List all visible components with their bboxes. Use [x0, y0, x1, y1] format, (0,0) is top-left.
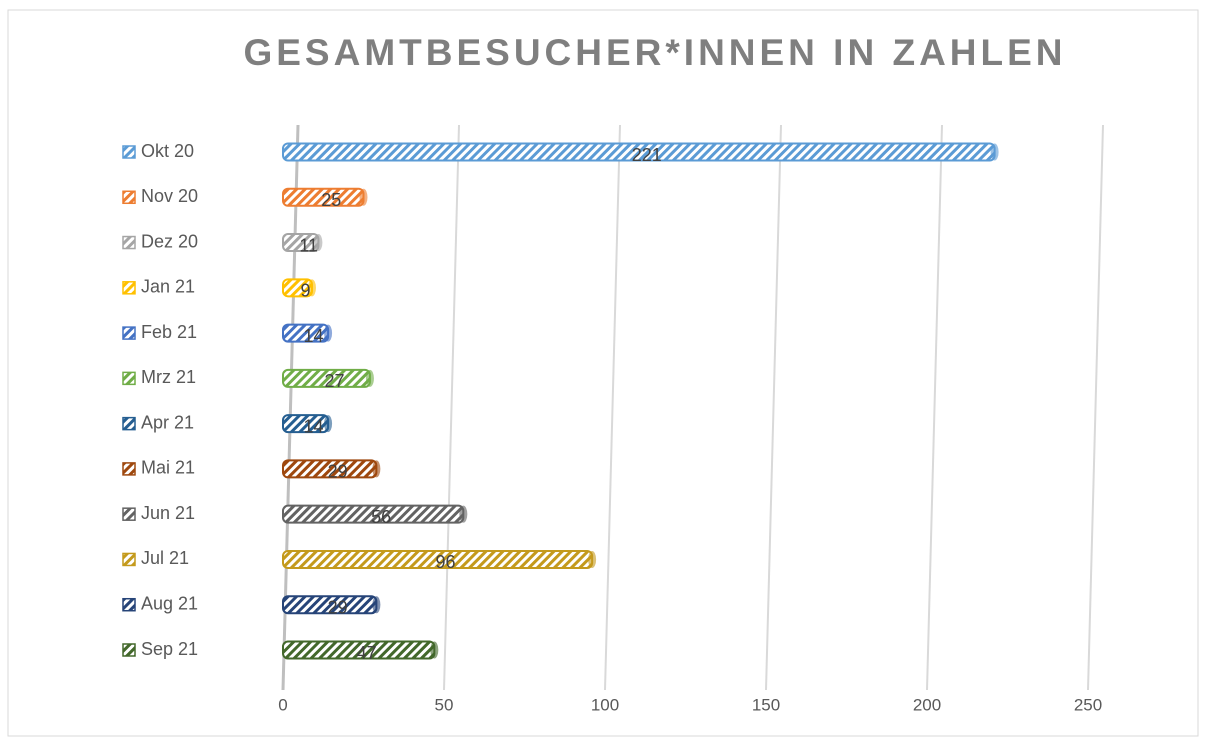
- legend-label: Aug 21: [141, 593, 198, 613]
- legend-swatch: [122, 462, 136, 476]
- bar-cap: [324, 415, 333, 433]
- chart-frame: [7, 9, 1199, 737]
- bar-cap: [372, 596, 381, 614]
- legend-swatch: [122, 552, 136, 567]
- legend-label: Feb 21: [141, 322, 197, 342]
- bar-cap: [307, 279, 316, 297]
- data-label: 96: [436, 552, 456, 572]
- grid-line: [765, 124, 782, 691]
- legend-swatch: [122, 190, 136, 205]
- legend-swatch: [122, 643, 136, 657]
- bar-cap: [990, 143, 999, 161]
- grid-line: [443, 124, 460, 691]
- legend-swatch: [122, 597, 136, 612]
- legend-swatch: [122, 416, 136, 431]
- grid-line: [926, 124, 943, 691]
- x-tick-label: 250: [1074, 695, 1102, 714]
- data-label: 11: [299, 235, 318, 255]
- legend-label: Jun 21: [141, 503, 195, 523]
- data-label: 25: [321, 190, 341, 210]
- data-label: 56: [371, 507, 391, 527]
- legend-label: Sep 21: [141, 639, 198, 659]
- data-label: 14: [304, 416, 324, 436]
- x-tick-label: 150: [752, 695, 780, 714]
- legend-label: Dez 20: [141, 231, 198, 251]
- legend-swatch: [122, 145, 136, 159]
- chart-title: GESAMTBESUCHER*INNEN IN ZAHLEN: [243, 32, 1066, 73]
- legend-label: Okt 20: [141, 141, 194, 161]
- x-tick-label: 200: [913, 695, 941, 714]
- data-label: 29: [328, 597, 348, 617]
- legend-label: Jan 21: [141, 277, 195, 297]
- bar-cap: [372, 460, 381, 478]
- bar-cap: [588, 550, 597, 568]
- bar-cap: [314, 234, 323, 252]
- legend-swatch: [122, 281, 136, 295]
- legend-swatch: [122, 371, 136, 386]
- bar-cap: [359, 188, 368, 206]
- legend-label: Jul 21: [141, 548, 189, 568]
- legend-swatch: [122, 507, 136, 521]
- bar-cap: [459, 505, 468, 523]
- data-label: 221: [632, 145, 662, 165]
- legend-label: Mrz 21: [141, 367, 196, 387]
- bar-cap: [324, 324, 333, 342]
- legend-label: Nov 20: [141, 186, 198, 206]
- data-label: 47: [357, 643, 377, 663]
- legend-label: Apr 21: [141, 412, 194, 432]
- legend-label: Mai 21: [141, 458, 195, 478]
- data-label: 27: [324, 371, 344, 391]
- bar-cap: [430, 641, 439, 659]
- data-label: 14: [304, 326, 324, 346]
- legend-swatch: [122, 326, 136, 340]
- grid-line: [1087, 124, 1104, 691]
- legend-swatch: [122, 235, 136, 250]
- bar-cap: [365, 369, 374, 387]
- data-label: 9: [300, 281, 310, 301]
- x-tick-label: 50: [435, 695, 454, 714]
- grid-line: [604, 124, 621, 691]
- x-tick-label: 100: [591, 695, 619, 714]
- x-tick-label: 0: [278, 695, 287, 714]
- data-label: 29: [328, 462, 348, 482]
